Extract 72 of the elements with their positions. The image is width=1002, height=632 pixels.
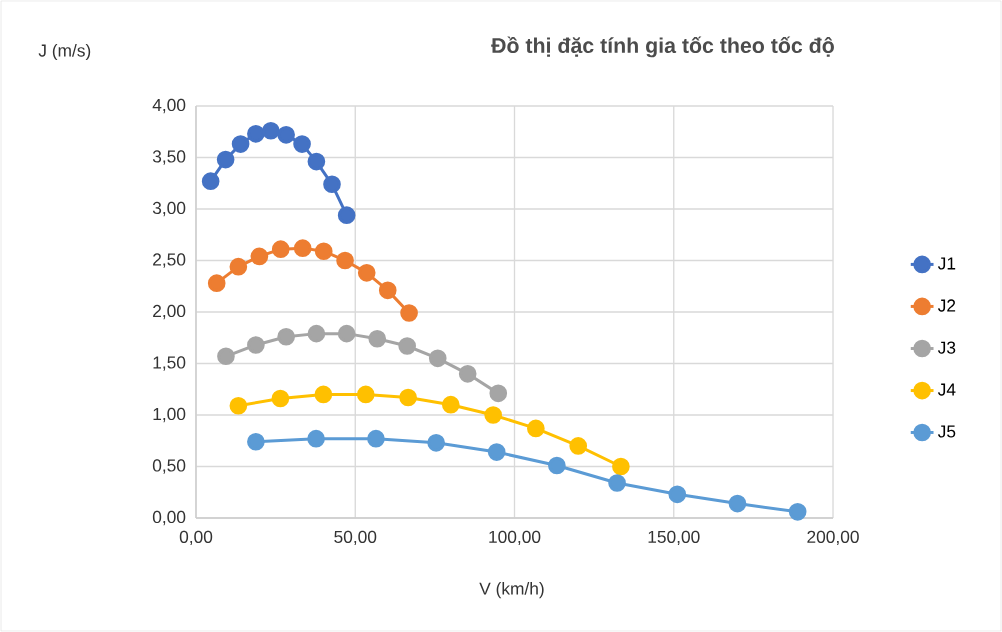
x-tick-label: 200,00	[807, 530, 859, 546]
point	[307, 152, 326, 171]
y-tick-label: 4,00	[152, 98, 186, 114]
point	[247, 124, 265, 143]
point	[247, 432, 265, 451]
legend-label: J2	[937, 299, 956, 312]
point	[527, 419, 545, 438]
point	[728, 494, 747, 513]
y-tick-label: 3,50	[152, 150, 186, 165]
x-axis-title: V (km/h)	[479, 582, 544, 599]
point	[398, 337, 416, 355]
point	[427, 433, 445, 452]
point	[216, 150, 235, 169]
y-tick-label: 2,00	[153, 304, 186, 320]
point	[323, 175, 341, 194]
point	[612, 457, 630, 476]
x-tick-label: 50,00	[334, 530, 377, 546]
x-tick-label: 100,00	[489, 530, 541, 546]
legend-label: J3	[937, 341, 956, 354]
point	[400, 304, 418, 322]
point	[229, 257, 248, 276]
point	[336, 251, 354, 270]
legend-label: J5	[937, 425, 956, 438]
point	[441, 395, 460, 414]
point	[250, 247, 269, 266]
point	[207, 274, 226, 292]
point	[367, 429, 385, 448]
point	[399, 388, 417, 407]
point	[277, 126, 295, 144]
legend-label: J1	[937, 257, 956, 270]
point	[458, 364, 477, 383]
point	[356, 385, 375, 404]
point	[262, 121, 280, 140]
y-tick-label: 1,00	[153, 407, 186, 423]
point	[293, 239, 312, 257]
point	[231, 135, 250, 153]
x-tick-label: 150,00	[648, 530, 700, 546]
point	[668, 485, 687, 504]
y-axis-title: J (m/s)	[38, 43, 91, 61]
point	[788, 502, 807, 521]
point	[357, 264, 376, 282]
y-tick-label: 3,00	[152, 201, 186, 217]
point	[307, 324, 326, 343]
y-tick-label: 0,50	[152, 459, 186, 474]
point	[608, 474, 626, 492]
point	[314, 242, 333, 261]
point	[368, 329, 387, 348]
point	[247, 336, 265, 354]
chart-title: Đồ thị đặc tính gia tốc theo tốc độ	[491, 36, 834, 58]
x-tick-label: 0,00	[179, 530, 213, 546]
point	[229, 396, 248, 415]
point	[489, 384, 508, 403]
point	[484, 406, 502, 424]
legend-label: J4	[937, 383, 956, 396]
point	[378, 281, 397, 300]
point	[271, 240, 290, 258]
point	[217, 347, 235, 366]
point	[293, 135, 311, 153]
point	[548, 456, 566, 475]
point	[201, 172, 220, 191]
y-tick-label: 0,00	[152, 510, 186, 526]
point	[271, 389, 290, 408]
y-tick-label: 1,50	[153, 356, 186, 371]
point	[337, 206, 356, 225]
y-tick-label: 2,50	[153, 253, 186, 268]
point	[428, 349, 447, 368]
point	[487, 443, 506, 461]
point	[337, 324, 356, 343]
point	[569, 437, 588, 455]
point	[277, 327, 295, 346]
point	[307, 429, 325, 448]
point	[314, 385, 333, 404]
